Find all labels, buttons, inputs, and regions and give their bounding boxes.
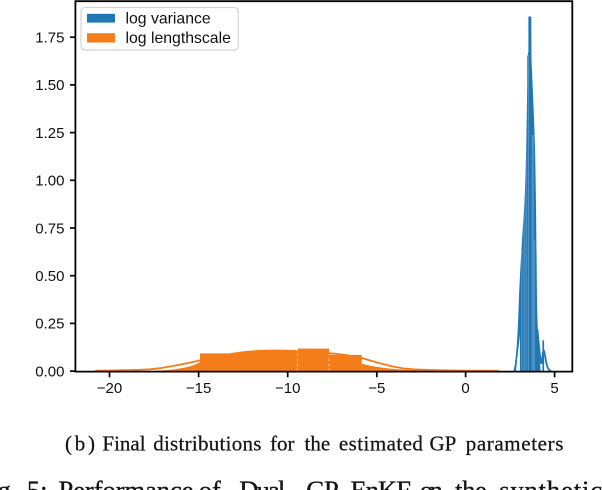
svg-text:0: 0	[461, 380, 469, 397]
svg-text:the: the	[305, 432, 331, 456]
svg-text:synthetic: synthetic	[499, 475, 602, 490]
svg-text:log lengthscale: log lengthscale	[126, 30, 232, 47]
svg-text:−10: −10	[275, 380, 300, 397]
svg-text:(b): (b)	[65, 432, 95, 456]
svg-text:parameters: parameters	[466, 432, 564, 456]
svg-text:GP: GP	[430, 432, 457, 456]
svg-text:5: 5	[550, 380, 558, 397]
svg-text:of: of	[199, 475, 221, 490]
svg-text:5:: 5:	[27, 475, 48, 490]
svg-text:1.75: 1.75	[35, 30, 64, 47]
svg-text:g.: g.	[0, 475, 17, 490]
svg-text:Performance: Performance	[59, 475, 194, 490]
svg-text:on: on	[420, 475, 443, 490]
svg-text:0.75: 0.75	[35, 220, 64, 237]
svg-text:for: for	[270, 432, 295, 456]
svg-text:Final: Final	[102, 432, 145, 456]
svg-text:1.00: 1.00	[35, 173, 64, 190]
svg-text:GP: GP	[306, 475, 339, 490]
svg-text:0.00: 0.00	[35, 363, 64, 380]
svg-text:1.25: 1.25	[35, 125, 64, 142]
svg-text:the: the	[455, 475, 487, 490]
svg-text:−20: −20	[97, 380, 122, 397]
svg-text:1.50: 1.50	[35, 77, 64, 94]
svg-text:EnKF: EnKF	[351, 475, 412, 490]
svg-text:log variance: log variance	[126, 11, 211, 28]
svg-text:0.50: 0.50	[35, 268, 64, 285]
svg-text:0.25: 0.25	[35, 316, 64, 333]
svg-text:Dual: Dual	[239, 475, 285, 490]
svg-text:−15: −15	[186, 380, 211, 397]
svg-text:−5: −5	[368, 380, 385, 397]
svg-text:distributions: distributions	[153, 432, 261, 456]
svg-text:estimated: estimated	[339, 432, 424, 456]
